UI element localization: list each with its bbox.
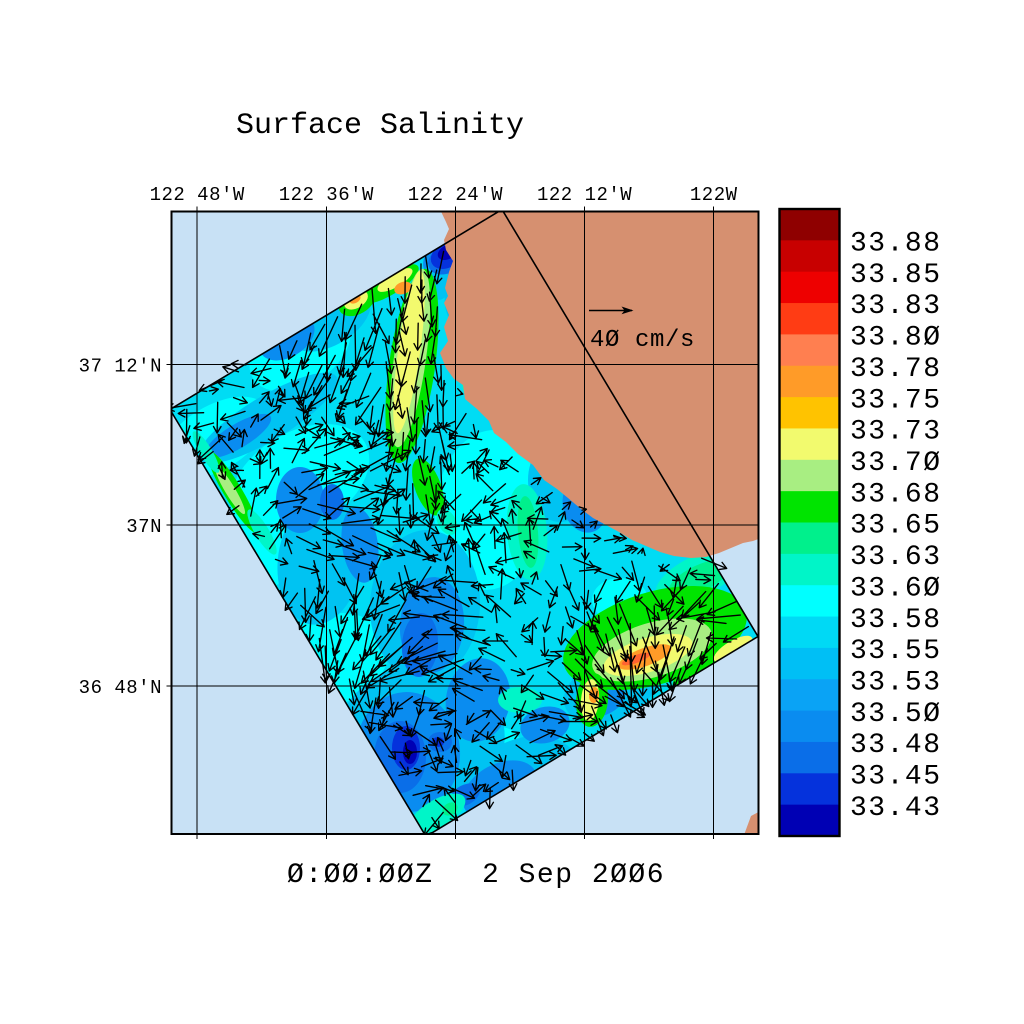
svg-text:36 48'N: 36 48'N xyxy=(79,677,162,699)
svg-text:Surface Salinity: Surface Salinity xyxy=(236,109,524,143)
svg-text:33.75: 33.75 xyxy=(850,385,942,416)
svg-text:33.85: 33.85 xyxy=(850,260,942,291)
svg-text:33.58: 33.58 xyxy=(850,605,942,636)
svg-text:37 12'N: 37 12'N xyxy=(79,356,162,378)
svg-text:Ø:ØØ:ØØZ: Ø:ØØ:ØØZ xyxy=(287,860,433,891)
svg-text:33.88: 33.88 xyxy=(850,229,942,260)
svg-text:4Ø cm/s: 4Ø cm/s xyxy=(590,327,695,354)
svg-text:33.63: 33.63 xyxy=(850,542,942,573)
svg-text:33.65: 33.65 xyxy=(850,511,942,542)
svg-text:122 48'W: 122 48'W xyxy=(150,184,245,206)
svg-text:33.43: 33.43 xyxy=(850,793,942,824)
svg-text:33.7Ø: 33.7Ø xyxy=(850,448,942,479)
svg-text:122 36'W: 122 36'W xyxy=(279,184,374,206)
svg-text:33.5Ø: 33.5Ø xyxy=(850,699,942,730)
svg-text:122 24'W: 122 24'W xyxy=(408,184,503,206)
svg-text:33.6Ø: 33.6Ø xyxy=(850,573,942,604)
svg-text:33.78: 33.78 xyxy=(850,354,942,385)
svg-text:122W: 122W xyxy=(690,184,738,206)
svg-text:122 12'W: 122 12'W xyxy=(537,184,632,206)
svg-text:33.45: 33.45 xyxy=(850,762,942,793)
svg-text:2 Sep 2ØØ6: 2 Sep 2ØØ6 xyxy=(482,860,665,891)
svg-text:33.68: 33.68 xyxy=(850,479,942,510)
svg-text:33.8Ø: 33.8Ø xyxy=(850,323,942,354)
svg-text:33.73: 33.73 xyxy=(850,417,942,448)
svg-text:33.48: 33.48 xyxy=(850,730,942,761)
svg-text:37N: 37N xyxy=(126,516,162,538)
svg-text:33.55: 33.55 xyxy=(850,636,942,667)
svg-text:33.53: 33.53 xyxy=(850,668,942,699)
svg-text:33.83: 33.83 xyxy=(850,291,942,322)
